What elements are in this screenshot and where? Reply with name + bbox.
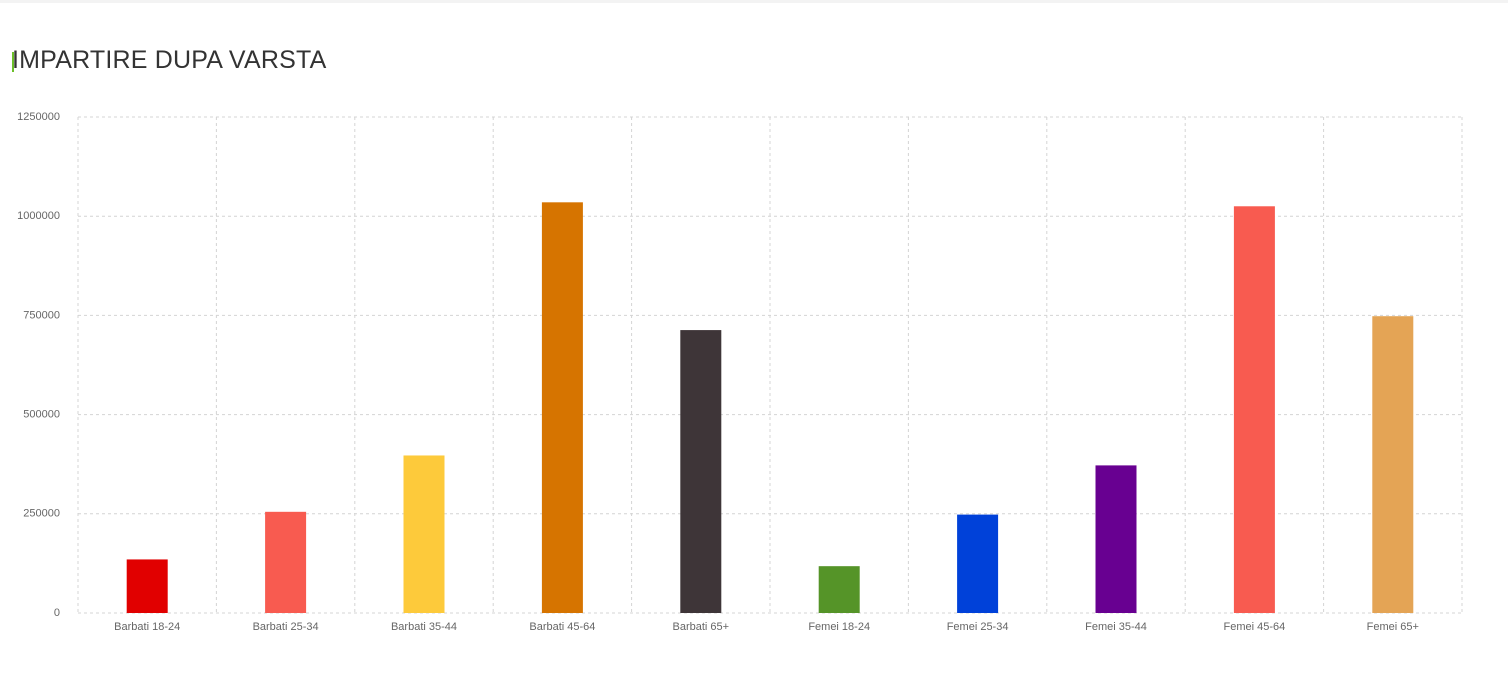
x-axis-ticks: Barbati 18-24 Barbati 25-34 Barbati 35-44 B… — [114, 621, 1419, 633]
bar[interactable] — [1372, 316, 1414, 613]
bar[interactable] — [1095, 465, 1137, 613]
bar[interactable] — [818, 566, 860, 613]
y-tick-label: 1250000 — [17, 111, 60, 123]
top-divider — [0, 0, 1508, 3]
y-tick-label: 0 — [54, 607, 60, 619]
y-tick-label: 500000 — [23, 409, 60, 421]
y-tick-label: 750000 — [23, 309, 60, 321]
x-tick-label: Femei 45-64 — [1224, 621, 1286, 633]
bars — [126, 202, 1414, 613]
x-tick-label: Femei 65+ — [1367, 621, 1419, 633]
y-tick-label: 250000 — [23, 508, 60, 520]
y-tick-label: 1000000 — [17, 210, 60, 222]
chart-title: IMPARTIRE DUPA VARSTA — [12, 46, 327, 74]
y-axis-ticks: 0 250000 500000 750000 1000000 1250000 — [17, 111, 60, 619]
x-tick-label: Barbati 45-64 — [529, 621, 595, 633]
bar[interactable] — [957, 514, 999, 613]
x-tick-label: Femei 35-44 — [1085, 621, 1147, 633]
x-tick-label: Barbati 18-24 — [114, 621, 180, 633]
bar[interactable] — [1233, 206, 1275, 613]
x-tick-label: Barbati 25-34 — [253, 621, 319, 633]
x-tick-label: Femei 25-34 — [947, 621, 1009, 633]
bar[interactable] — [126, 559, 168, 613]
x-tick-label: Femei 18-24 — [808, 621, 870, 633]
bar[interactable] — [265, 511, 307, 613]
bar[interactable] — [680, 330, 722, 613]
title-accent-mark — [12, 52, 14, 72]
grid-lines — [77, 116, 1463, 614]
bar[interactable] — [541, 202, 583, 613]
bar[interactable] — [403, 455, 445, 613]
x-tick-label: Barbati 65+ — [673, 621, 730, 633]
x-tick-label: Barbati 35-44 — [391, 621, 457, 633]
